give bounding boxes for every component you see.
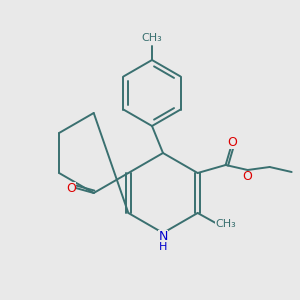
Text: CH₃: CH₃ bbox=[215, 219, 236, 229]
Text: CH₃: CH₃ bbox=[142, 33, 162, 43]
Text: O: O bbox=[228, 136, 238, 148]
Text: O: O bbox=[243, 170, 253, 184]
Text: N: N bbox=[158, 230, 168, 242]
Text: O: O bbox=[66, 182, 76, 194]
Text: H: H bbox=[159, 242, 167, 252]
